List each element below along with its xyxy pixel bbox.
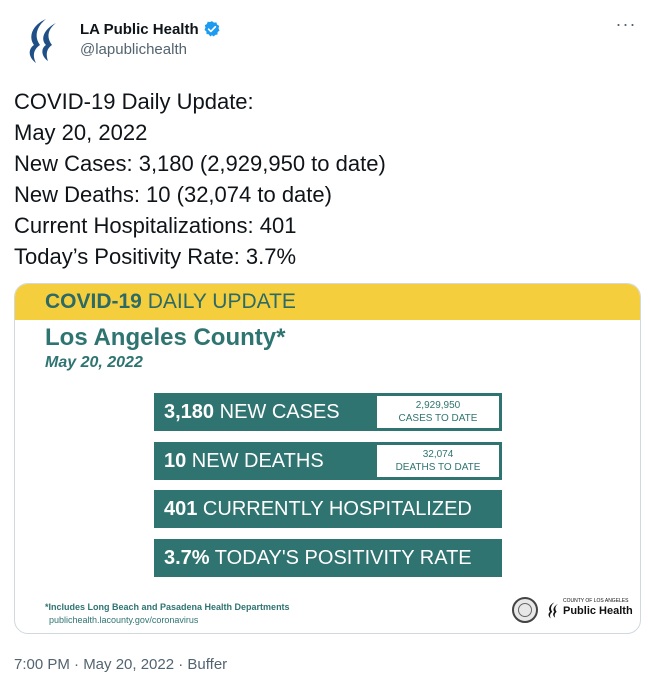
handle[interactable]: @lapublichealth [80, 41, 187, 58]
tweet-line: Today’s Positivity Rate: 3.7% [14, 244, 297, 269]
tweet-header: LA Public Health @lapublichealth ··· [14, 12, 640, 68]
user-info[interactable]: LA Public Health @lapublichealth [80, 20, 221, 58]
to-date-label: CASES TO DATE [398, 413, 478, 424]
la-public-health-logo-icon [548, 602, 559, 619]
card-date: May 20, 2022 [45, 354, 143, 371]
public-health-logo: COUNTY OF LOS ANGELES Public Health [545, 596, 633, 624]
county-seal-icon [512, 597, 538, 623]
stat-label: NEW DEATHS [186, 450, 324, 472]
card-banner: COVID-19 DAILY UPDATE [15, 284, 640, 320]
tweet-timestamp[interactable]: 7:00 PM · May 20, 2022 · Buffer [14, 656, 228, 673]
stat-value: 401 [164, 498, 198, 520]
verified-badge-icon [204, 21, 220, 37]
stat-new-cases: 3,180 NEW CASES 2,929,950 CASES TO DATE [154, 393, 502, 431]
stat-to-date: 32,074 DEATHS TO DATE [377, 445, 499, 477]
display-name[interactable]: LA Public Health [80, 20, 221, 38]
banner-bold: COVID-19 [45, 290, 142, 313]
la-public-health-logo-icon [29, 19, 56, 63]
logo-small-text: COUNTY OF LOS ANGELES [563, 598, 629, 604]
card-county: Los Angeles County* [45, 324, 286, 351]
banner-rest: DAILY UPDATE [141, 290, 296, 313]
stat-new-deaths: 10 NEW DEATHS 32,074 DEATHS TO DATE [154, 442, 502, 480]
avatar[interactable] [14, 12, 70, 68]
stat-to-date: 2,929,950 CASES TO DATE [377, 396, 499, 428]
stat-value: 10 [164, 450, 187, 472]
stat-label: TODAY'S POSITIVITY RATE [209, 547, 472, 569]
stat-hospitalized: 401 CURRENTLY HOSPITALIZED [154, 490, 502, 528]
tweet-line: New Deaths: 10 (32,074 to date) [14, 182, 332, 207]
stat-positivity: 3.7% TODAY'S POSITIVITY RATE [154, 539, 502, 577]
display-name-text: LA Public Health [80, 20, 199, 38]
stat-label: CURRENTLY HOSPITALIZED [197, 498, 472, 520]
media-card[interactable]: COVID-19 DAILY UPDATE Los Angeles County… [14, 283, 641, 634]
tweet-text: COVID-19 Daily Update: May 20, 2022 New … [14, 86, 634, 272]
logo-big-text: Public Health [563, 605, 633, 617]
tweet-line: Current Hospitalizations: 401 [14, 213, 297, 238]
tweet-line: May 20, 2022 [14, 120, 148, 145]
card-footnote: *Includes Long Beach and Pasadena Health… [45, 602, 290, 612]
more-options-icon[interactable]: ··· [615, 14, 637, 34]
card-url: publichealth.lacounty.gov/coronavirus [49, 615, 199, 625]
stat-value: 3.7% [164, 547, 210, 569]
to-date-value: 2,929,950 [415, 400, 461, 411]
to-date-label: DEATHS TO DATE [395, 462, 481, 473]
to-date-value: 32,074 [422, 449, 454, 460]
tweet-line: New Cases: 3,180 (2,929,950 to date) [14, 151, 386, 176]
stat-value: 3,180 [164, 401, 215, 423]
stat-label: NEW CASES [214, 401, 340, 423]
tweet-line: COVID-19 Daily Update: [14, 89, 254, 114]
